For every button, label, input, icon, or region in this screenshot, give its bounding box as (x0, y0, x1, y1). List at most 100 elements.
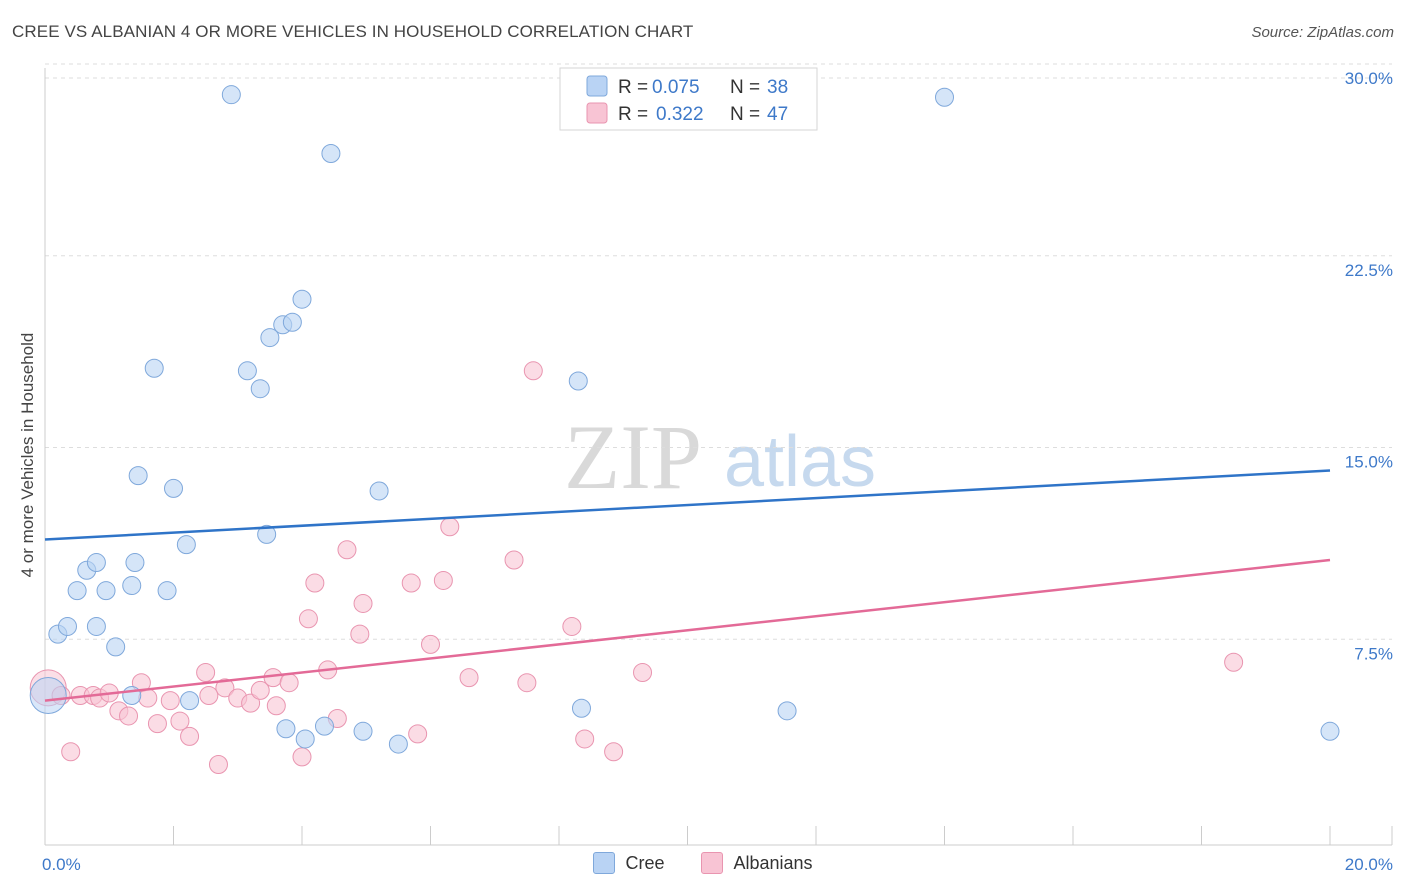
albanians-point (353, 593, 373, 613)
cree-point (125, 553, 145, 573)
cree-point (292, 289, 312, 309)
albanians-point (266, 696, 286, 716)
albanians-point (575, 729, 595, 749)
albanians-point (292, 747, 312, 767)
albanians-point (350, 624, 370, 644)
axes (44, 68, 1393, 846)
legend-bottom-swatch-albanians (701, 852, 724, 874)
cree-point (260, 328, 280, 348)
albanians-trend-line (44, 558, 1331, 702)
trend-lines (44, 469, 1331, 702)
chart-title: CREE VS ALBANIAN 4 OR MORE VEHICLES IN H… (12, 22, 694, 41)
cree-point (777, 701, 797, 721)
cree-point (568, 371, 588, 391)
albanians-point (61, 742, 81, 762)
albanians-point (147, 714, 167, 734)
legend-r-value-cree: 0.075 (652, 77, 700, 98)
y-tick-label: 7.5% (1354, 644, 1393, 663)
albanians-point (504, 550, 524, 570)
cree-point (321, 143, 341, 163)
y-tick-label: 22.5% (1345, 261, 1393, 280)
cree-point (180, 691, 200, 711)
bottom-legend: Cree Albanians (0, 852, 1406, 879)
legend-n-label-cree: N = (730, 77, 760, 98)
legend-item-albanians: Albanians (701, 852, 813, 874)
cree-point (57, 616, 77, 636)
albanians-point (633, 662, 653, 682)
cree-point (106, 637, 126, 657)
legend-n-value-cree: 38 (767, 77, 788, 98)
albanians-point (196, 662, 216, 682)
cree-point (353, 721, 373, 741)
albanians-point (604, 742, 624, 762)
cree-point (29, 676, 67, 714)
albanians-point (421, 634, 440, 654)
cree-point (250, 379, 270, 399)
cree-point (295, 729, 315, 749)
cree-point (257, 524, 277, 544)
watermark-zip: ZIP (564, 406, 702, 508)
albanians-point (1224, 652, 1244, 672)
tick-labels: 7.5% 15.0% 22.5% 30.0% 0.0% 20.0% (42, 69, 1393, 874)
albanians-point (160, 691, 180, 711)
legend-r-label-albanians: R = (618, 104, 648, 125)
x-tick-label: 0.0% (42, 855, 81, 874)
cree-point (86, 553, 106, 573)
legend-box: R = 0.075 N = 38 R = 0.322 N = 47 (559, 67, 818, 131)
legend-n-value-albanians: 47 (767, 104, 788, 125)
albanians-point (459, 668, 479, 688)
albanians-point (337, 540, 357, 560)
cree-point (128, 466, 148, 486)
albanians-point (241, 693, 261, 713)
cree-point (276, 719, 296, 739)
cree-point (571, 698, 591, 718)
y-tick-label: 30.0% (1345, 69, 1393, 88)
albanians-point (523, 361, 543, 381)
albanians-point (562, 616, 582, 636)
legend-bottom-label-albanians: Albanians (733, 852, 813, 873)
y-tick-label: 15.0% (1345, 453, 1393, 472)
watermark-atlas: atlas (724, 422, 876, 502)
legend-bottom-label-cree: Cree (625, 852, 665, 873)
cree-trend-line (44, 469, 1331, 541)
source-credit: Source: ZipAtlas.com (1251, 24, 1394, 41)
albanians-point (408, 724, 428, 744)
albanians-point (279, 673, 299, 693)
albanians-point (199, 685, 219, 705)
albanians-point (119, 706, 139, 726)
cree-point (144, 358, 164, 378)
albanians-point (401, 573, 421, 593)
watermark: ZIP atlas (564, 406, 876, 508)
cree-points (29, 85, 1340, 754)
albanians-point (263, 668, 283, 688)
albanians-points (29, 361, 1244, 775)
legend-swatch-cree (586, 75, 608, 97)
albanians-point (440, 517, 460, 537)
cree-point (388, 734, 408, 754)
cree-point (1320, 721, 1340, 741)
cree-point (164, 478, 183, 498)
albanians-point (250, 680, 270, 700)
cree-point (935, 87, 954, 107)
cree-point (86, 616, 106, 636)
albanians-point (180, 726, 200, 746)
albanians-point (305, 573, 325, 593)
cree-point (67, 581, 87, 601)
x-tick-label: 20.0% (1345, 855, 1393, 874)
albanians-point (215, 678, 235, 698)
cree-point (369, 481, 389, 501)
cree-point (176, 535, 196, 555)
legend-swatch-albanians (586, 102, 608, 124)
legend-bottom-swatch-cree (593, 852, 616, 874)
y-axis-label: 4 or more Vehicles in Household (18, 332, 37, 578)
cree-point (314, 716, 334, 736)
albanians-point (433, 570, 453, 590)
cree-point (237, 361, 257, 381)
albanians-point (517, 673, 537, 693)
cree-point (221, 85, 241, 105)
legend-r-label-cree: R = (618, 77, 648, 98)
albanians-point (138, 688, 158, 708)
cree-point (122, 576, 142, 596)
cree-point (157, 581, 177, 601)
